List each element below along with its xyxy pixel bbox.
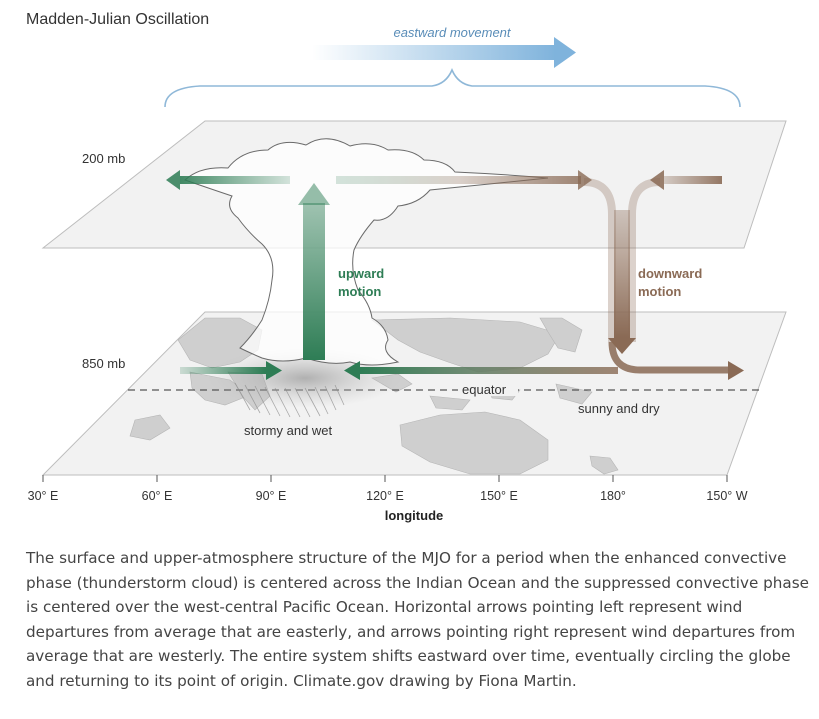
downward-motion-arrow <box>583 178 661 354</box>
stormy-label: stormy and wet <box>244 423 333 438</box>
tick-label-180: 180° <box>600 489 626 503</box>
tick-label-30e: 30° E <box>28 489 59 503</box>
level-850mb-label: 850 mb <box>82 356 125 371</box>
tick-label-60e: 60° E <box>142 489 173 503</box>
upper-arrow-from-east <box>650 170 722 190</box>
movement-brace <box>164 67 741 108</box>
equator-label: equator <box>462 382 507 397</box>
upper-arrow-westward <box>166 170 290 190</box>
axis-label-longitude: longitude <box>385 508 444 523</box>
tick-label-150w: 150° W <box>706 489 747 503</box>
lower-arrow-westerly <box>180 361 282 380</box>
longitude-ticks <box>42 475 728 482</box>
thunderstorm-cloud <box>184 138 549 366</box>
mjo-diagram: Madden-Julian Oscillation eastward movem… <box>26 11 787 523</box>
upward-label-line1: upward <box>338 266 384 281</box>
upper-arrow-converge-east <box>336 170 592 190</box>
upward-motion-arrow <box>298 183 330 360</box>
lower-arrow-east <box>608 341 744 380</box>
rain-streaks <box>234 382 345 418</box>
tick-label-150e: 150° E <box>480 489 518 503</box>
lower-arrow-easterly <box>344 361 618 380</box>
diagram-title: Madden-Julian Oscillation <box>26 11 209 28</box>
eastward-movement-arrow <box>312 37 576 68</box>
sunny-label: sunny and dry <box>578 401 660 416</box>
level-200mb-label: 200 mb <box>82 151 125 166</box>
tick-label-90e: 90° E <box>256 489 287 503</box>
eastward-movement-label: eastward movement <box>393 25 511 40</box>
downward-label-line1: downward <box>638 266 702 281</box>
upward-label-line2: motion <box>338 284 381 299</box>
tick-label-120e: 120° E <box>366 489 404 503</box>
figure-caption: The surface and upper-atmosphere structu… <box>26 549 809 690</box>
downward-label-line2: motion <box>638 284 681 299</box>
